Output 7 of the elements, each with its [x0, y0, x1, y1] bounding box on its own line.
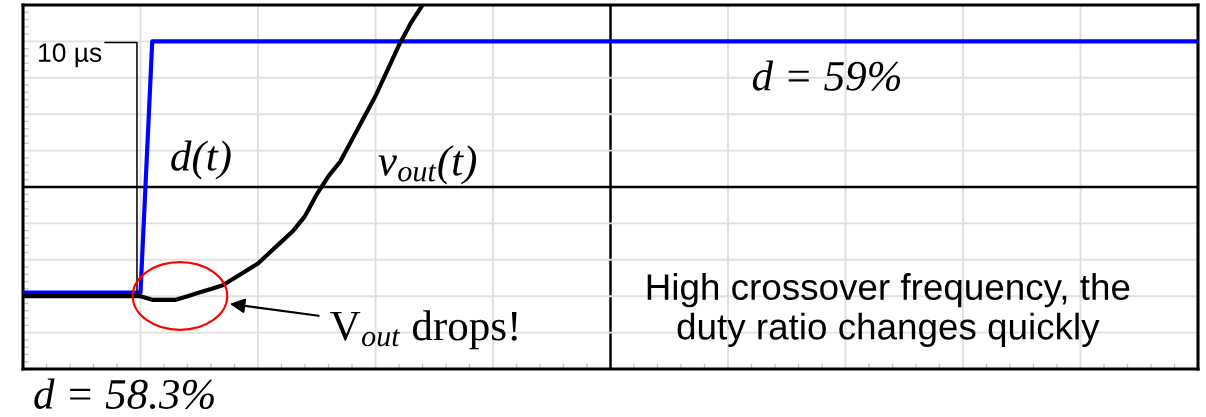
annotation: V$_{out}$ drops! — [330, 310, 517, 350]
annotation: d = 59% — [752, 60, 901, 91]
series-label: v$_{out}$(t) — [378, 145, 477, 185]
annotation: High crossover frequency, the duty ratio changes quickly — [647, 273, 1130, 348]
series-label: d(t) — [171, 140, 231, 180]
annotation: 10 µs — [39, 43, 102, 68]
text: d = 58.3% — [34, 378, 214, 410]
